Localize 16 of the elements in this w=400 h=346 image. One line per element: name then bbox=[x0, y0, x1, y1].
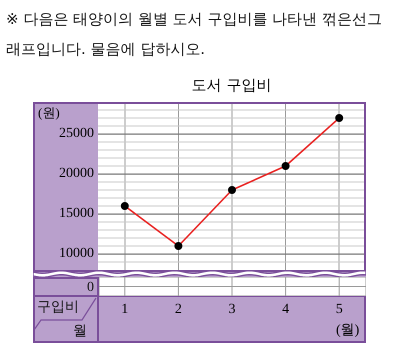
x-tick-label: 5 bbox=[334, 302, 344, 318]
x-tick-label: 4 bbox=[281, 302, 290, 318]
text: 0 bbox=[87, 280, 94, 296]
x-axis-title: (월) bbox=[336, 322, 360, 339]
text: 월 bbox=[73, 322, 87, 340]
x-tick-label: 3 bbox=[228, 302, 236, 318]
text: 구입비 bbox=[37, 298, 79, 316]
y-tick-label: 10000 bbox=[59, 245, 94, 263]
y-tick-label: 15000 bbox=[59, 205, 94, 223]
x-tick-label: 2 bbox=[174, 302, 183, 318]
x-tick-label: 1 bbox=[120, 302, 130, 318]
y-axis-title: (원) bbox=[38, 104, 60, 122]
chart-title: 도서 구입비 bbox=[190, 76, 272, 95]
y-tick-label: 20000 bbox=[59, 165, 94, 183]
y-tick-label: 25000 bbox=[59, 125, 94, 143]
text: ※ 다음은 태양이의 월별 도서 구입비를 나타낸 꺾은선그래프입니다. 물음에 답하시오. bbox=[6, 9, 383, 60]
